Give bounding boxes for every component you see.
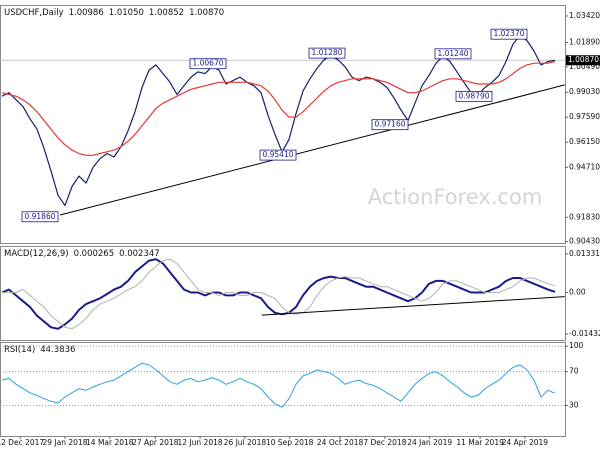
trendline xyxy=(59,84,565,216)
x-tick-label: 14 Mar 2018 xyxy=(86,438,134,447)
panel-frame xyxy=(0,5,566,244)
x-tick-label: 29 Jan 2018 xyxy=(43,438,88,447)
panel-header: USDCHF,Daily 1.00986 1.01050 1.00852 1.00870 xyxy=(4,8,224,18)
annotation-box xyxy=(371,119,409,131)
panel-header: RSI(14) 44.3836 xyxy=(4,345,75,355)
y-tick-label: 0.94710 xyxy=(569,162,600,171)
annotation-label: 0.98790 xyxy=(458,91,489,100)
series-line xyxy=(2,258,556,330)
annotation-label: 1.00670 xyxy=(192,59,223,68)
y-tick-label: 1.03420 xyxy=(569,11,600,20)
header-value: 1.00852 xyxy=(149,8,184,18)
header-value: 1.00986 xyxy=(69,8,104,18)
annotation-box xyxy=(259,149,297,161)
header-value: 0.000265 xyxy=(74,249,115,259)
panel-title: USDCHF,Daily xyxy=(4,8,64,18)
y-tick-label: 0.00 xyxy=(569,288,586,297)
x-tick-label: 11 Mar 2019 xyxy=(456,438,504,447)
header-value: 1.01050 xyxy=(109,8,144,18)
x-tick-label: 24 Apr 2019 xyxy=(502,438,549,447)
header-value: 44.3836 xyxy=(40,345,75,355)
annotation-label: 0.97160 xyxy=(374,120,405,129)
x-tick-label: 10 Sep 2018 xyxy=(266,438,314,447)
x-tick-label: 27 Apr 2018 xyxy=(132,438,179,447)
panel-title: RSI(14) xyxy=(4,345,35,355)
annotation-box xyxy=(455,90,493,102)
series-line xyxy=(1,362,556,408)
annotation-label: 1.02370 xyxy=(493,29,524,38)
watermark: ActionForex.com xyxy=(368,185,543,209)
y-tick-label: 0.99030 xyxy=(569,87,600,96)
y-tick-label: 30 xyxy=(569,401,579,410)
x-tick-label: 26 Jul 2018 xyxy=(224,438,267,447)
current-price-label: 1.00870 xyxy=(568,55,599,64)
y-tick-label: -0.014323 xyxy=(569,329,600,338)
y-tick-label: 0.90430 xyxy=(569,237,600,246)
annotation-box xyxy=(308,47,346,59)
trendline xyxy=(261,296,565,316)
annotation-box xyxy=(21,211,59,223)
header-value: 1.00870 xyxy=(189,8,224,18)
annotation-box xyxy=(189,58,227,70)
y-tick-label: 100 xyxy=(569,341,584,350)
annotation-label: 0.91860 xyxy=(24,212,55,221)
current-price-box xyxy=(566,55,600,66)
x-tick-label: 24 Jan 2019 xyxy=(407,438,452,447)
y-tick-label: 1.00490 xyxy=(569,62,600,71)
y-tick-label: 0.96150 xyxy=(569,137,600,146)
y-tick-label: 0.013319 xyxy=(569,249,600,258)
y-tick-label: 0.97590 xyxy=(569,112,600,121)
annotation-label: 1.01240 xyxy=(437,49,468,58)
series-line xyxy=(1,258,556,330)
panel-header: MACD(12,26,9) 0.000265 0.002347 xyxy=(4,249,160,259)
header-value: 0.002347 xyxy=(119,249,160,259)
x-tick-label: 12 Jun 2018 xyxy=(178,438,223,447)
y-tick-label: 0.91830 xyxy=(569,212,600,221)
series-line xyxy=(1,60,556,156)
annotation-label: 1.01280 xyxy=(311,48,342,57)
panel-title: MACD(12,26,9) xyxy=(4,249,69,259)
y-tick-label: 70 xyxy=(569,367,579,376)
y-tick-label: 1.01890 xyxy=(569,38,600,47)
x-tick-label: 12 Dec 2017 xyxy=(0,438,44,447)
annotation-box xyxy=(434,48,472,60)
annotation-label: 0.95410 xyxy=(262,150,293,159)
x-tick-label: 7 Dec 2018 xyxy=(363,438,406,447)
x-tick-label: 24 Oct 2018 xyxy=(317,438,364,447)
annotation-box xyxy=(490,28,528,40)
panel-frame xyxy=(0,342,566,437)
